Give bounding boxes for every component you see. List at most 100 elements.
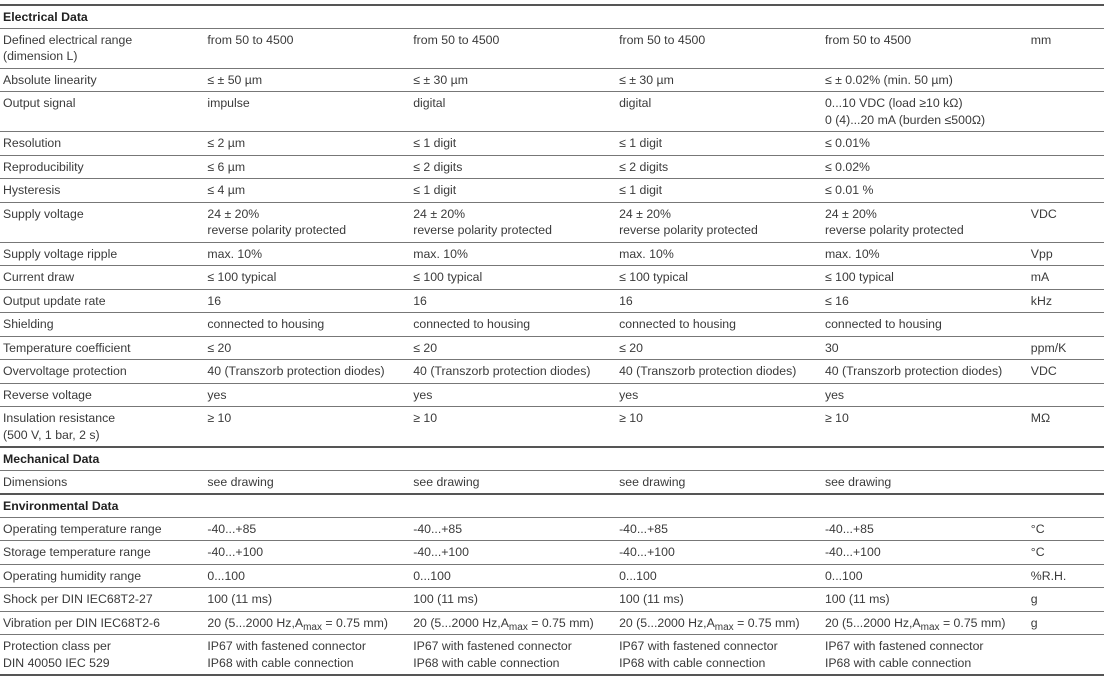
cell-line: IP67 with fastened connector: [619, 639, 778, 653]
unit-cell: VDC: [1027, 201, 1104, 242]
row-label: Supply voltage: [0, 201, 205, 242]
cell-line: 24 ± 20%: [619, 206, 671, 221]
cell-line: ≤ 1 digit: [619, 183, 663, 197]
cell-line: connected to housing: [207, 317, 325, 331]
cell-line: digital: [619, 96, 652, 110]
cell-line: 100 (11 ms): [824, 592, 890, 606]
cell-line: ≥ 10: [413, 411, 438, 425]
value-cell-1: ≤ 4 µm: [204, 178, 411, 202]
cell-line: ≤ 100 typical: [619, 270, 689, 284]
cell-line: max. 10%: [207, 246, 263, 261]
value-cell-4: 0...100: [821, 563, 1028, 588]
cell-line: Insulation resistance: [3, 411, 116, 425]
cell-line: ≥ 10: [619, 411, 643, 425]
value-cell-4: ≤ 0.02%: [821, 154, 1028, 179]
unit-cell: [1027, 154, 1104, 179]
cell-line: ≤ ± 30 µm: [619, 72, 674, 87]
cell-line: connected to housing: [824, 317, 942, 331]
value-cell-4: ≤ 0.01%: [821, 131, 1028, 155]
value-cell-1: see drawing: [204, 469, 411, 494]
cell-line: Output update rate: [3, 293, 106, 308]
cell-line: IP68 with cable connection: [619, 655, 766, 670]
value-cell-1: ≤ ± 50 µm: [204, 67, 411, 92]
cell-line: 24 ± 20%: [413, 206, 466, 221]
value-cell-4: yes: [821, 382, 1028, 407]
value-cell-2: 16: [410, 288, 617, 313]
cell-line: -40...+85: [619, 521, 668, 536]
value-cell-2: ≤ 2 digits: [410, 154, 617, 179]
cell-line: -40...+85: [207, 521, 257, 536]
value-cell-2: connected to housing: [410, 312, 617, 336]
unit-cell: g: [1027, 587, 1104, 611]
value-cell-3: ≤ 2 digits: [616, 154, 822, 179]
value-cell-4: ≤ ± 0.02% (min. 50 µm): [821, 67, 1028, 92]
cell-line: Temperature coefficient: [3, 340, 131, 355]
value-cell-3: ≥ 10: [616, 406, 822, 447]
table-row: Vibration per DIN IEC68T2-6 20 (5...2000 …: [0, 610, 1104, 635]
cell-line: 20 (5...2000 Hz,Amax = 0.75 mm): [619, 615, 800, 633]
value-cell-4: max. 10%: [821, 241, 1028, 266]
cell-line: IP68 with cable connection: [824, 655, 972, 670]
value-cell-2: ≥ 10: [410, 406, 617, 447]
value-cell-2: IP67 with fastened connector IP68 with ca…: [410, 634, 617, 676]
cell-line: Operating humidity range: [3, 568, 142, 583]
value-cell-2: 20 (5...2000 Hz,Amax = 0.75 mm): [410, 610, 617, 635]
value-cell-1: 40 (Transzorb protection diodes): [204, 359, 411, 383]
table-row: Operating temperature range -40...+85 -40.…: [0, 516, 1104, 541]
unit-cell: [1027, 634, 1104, 676]
value-cell-3: ≤ ± 30 µm: [616, 67, 822, 92]
cell-line: -40...+100: [207, 545, 264, 559]
cell-line: 20 (5...2000 Hz,Amax = 0.75 mm): [413, 615, 594, 633]
cell-line: DIN 40050 IEC 529: [3, 655, 110, 670]
value-cell-2: -40...+85: [410, 516, 617, 541]
value-cell-3: from 50 to 4500: [616, 27, 822, 68]
cell-line: Reverse voltage: [3, 387, 92, 402]
cell-line: Hysteresis: [3, 183, 61, 197]
cell-line: max. 10%: [413, 246, 468, 261]
value-cell-3: 40 (Transzorb protection diodes): [616, 359, 822, 383]
table-row: Shock per DIN IEC68T2-27 100 (11 ms) 100 (…: [0, 587, 1104, 611]
value-cell-4: ≤ 100 typical: [821, 265, 1028, 289]
value-cell-1: ≤ 6 µm: [204, 154, 411, 179]
unit-cell: mA: [1027, 265, 1104, 289]
value-cell-2: yes: [410, 382, 617, 407]
row-label: Shielding: [0, 312, 205, 336]
cell-line: digital: [413, 96, 446, 110]
value-cell-2: see drawing: [410, 469, 617, 494]
cell-line: 16: [207, 293, 222, 308]
row-label: Current draw: [0, 265, 205, 289]
row-label: Reproducibility: [0, 154, 205, 179]
row-label: Protection class per DIN 40050 IEC 529: [0, 634, 205, 676]
unit-cell: mm: [1027, 27, 1104, 68]
cell-line: Reproducibility: [3, 159, 84, 174]
cell-line: 40 (Transzorb protection diodes): [619, 364, 797, 378]
table-row: Current draw ≤ 100 typical ≤ 100 typical ≤ …: [0, 265, 1104, 289]
cell-line: 0...100: [824, 568, 863, 583]
value-cell-2: 0...100: [410, 563, 617, 588]
cell-line: ≤ 1 digit: [413, 136, 457, 150]
table-row: Hysteresis ≤ 4 µm ≤ 1 digit ≤ 1 digit ≤ 0.01…: [0, 178, 1104, 202]
cell-line: -40...+85: [413, 521, 463, 536]
value-cell-3: see drawing: [616, 469, 822, 494]
value-cell-2: ≤ 1 digit: [410, 178, 617, 202]
cell-line: -40...+85: [824, 521, 874, 536]
cell-line: ≤ 0.02%: [824, 159, 870, 174]
subscript: max: [920, 621, 940, 633]
cell-line: Shielding: [3, 317, 54, 331]
cell-line: Overvoltage protection: [3, 364, 127, 378]
table-row: Reproducibility ≤ 6 µm ≤ 2 digits ≤ 2 digit…: [0, 154, 1104, 179]
cell-line: ≤ 16: [824, 293, 849, 308]
cell-line: Supply voltage ripple: [3, 246, 118, 261]
cell-line: see drawing: [207, 474, 274, 489]
cell-line: Operating temperature range: [3, 521, 162, 536]
cell-line: (500 V, 1 bar, 2 s): [3, 427, 100, 442]
cell-line: 0...10 VDC (load ≥10 kΩ): [824, 96, 963, 110]
cell-line: ≤ 0.01%: [824, 136, 870, 150]
cell-line: IP68 with cable connection: [207, 655, 354, 670]
value-cell-3: max. 10%: [616, 241, 822, 266]
cell-line: Shock per DIN IEC68T2-27: [3, 592, 153, 606]
row-label: Hysteresis: [0, 178, 205, 202]
value-cell-4: connected to housing: [821, 312, 1028, 336]
cell-line: 30: [824, 340, 839, 355]
cell-line: Storage temperature range: [3, 545, 151, 559]
